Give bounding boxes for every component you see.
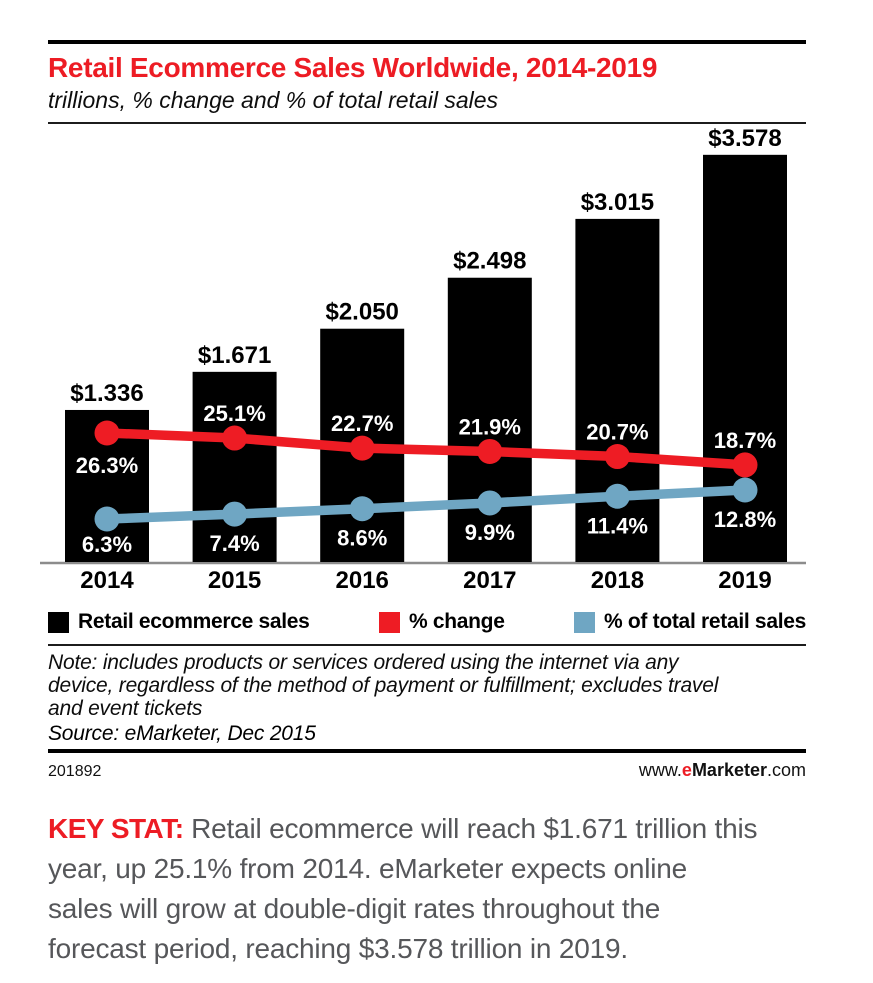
url-www: www. [638,760,682,780]
point-2018 [604,444,630,470]
header-rule [48,122,806,124]
point-label-2018: 20.7% [586,420,648,445]
bar-value-label-2019: $3.578 [708,125,781,152]
line-percent-change [102,428,750,470]
point-label-2017: 21.9% [459,414,521,439]
chart-id: 201892 [48,763,102,780]
x-tick-2015: 2015 [208,567,261,594]
point-label-2015: 7.4% [210,531,260,556]
point-2019 [732,452,758,478]
x-tick-2016: 2016 [336,567,389,594]
note-rule [48,644,806,646]
top-rule [48,40,806,44]
x-tick-2014: 2014 [80,567,134,594]
point-2017 [477,438,503,464]
chart-svg: $1.336 $1.671 $2.050 $2.498 $3.015 $3.578 26.3… [40,125,806,594]
point-label-2015: 25.1% [203,401,265,426]
legend-label: % change [408,610,505,633]
point-2015 [222,425,248,451]
key-stat-paragraph: KEY STAT: Retail ecommerce will reach $1… [48,809,823,969]
point-label-2014: 6.3% [82,532,132,557]
point-label-2019: 12.8% [714,507,776,532]
point-label-2017: 9.9% [465,520,515,545]
chart-title: Retail Ecommerce Sales Worldwide, 2014-2… [48,52,658,83]
legend-swatch-blue [573,611,595,633]
chart-area: $1.336 $1.671 $2.050 $2.498 $3.015 $3.578 26.3… [40,124,810,608]
url-com: .com [766,760,806,780]
key-stat-label: KEY STAT: [48,813,184,844]
legend-item-ecommerce-sales: Retail ecommerce sales [48,610,310,634]
line-percent-of-total [102,485,750,524]
legend-label: % of total retail sales [603,610,806,633]
bar-value-label-2016: $2.050 [325,299,398,326]
bar-value-label-2014: $1.336 [70,380,143,407]
bar-value-label-2017: $2.498 [453,248,526,275]
bar-2018 [575,218,660,562]
point-2017 [477,490,503,516]
legend-item-percent-change: % change [378,610,505,634]
point-2019 [732,477,758,503]
point-2018 [604,483,630,509]
point-2014 [94,420,120,446]
legend-swatch-red [378,611,400,633]
chart-subtitle: trillions, % change and % of total retai… [48,87,499,113]
key-stat-text: Retail ecommerce will reach $1.671 trill… [48,813,758,964]
point-2016 [349,435,375,461]
x-tick-2017: 2017 [463,567,516,594]
footer-row: 201892 www.eMarketer.com [48,760,806,781]
point-2016 [349,496,375,522]
point-label-2016: 8.6% [337,526,387,551]
chart-legend: Retail ecommerce sales % change % of tot… [48,610,806,634]
bar-value-label-2018: $3.015 [581,189,654,216]
bar-2015 [192,371,277,562]
x-tick-2018: 2018 [591,567,644,594]
point-label-2014: 26.3% [76,453,138,478]
legend-label: Retail ecommerce sales [78,610,310,633]
legend-swatch-black [48,611,69,633]
point-label-2019: 18.7% [714,428,776,453]
url-marketer: Marketer [691,760,767,780]
point-2014 [94,506,120,532]
emarketer-url: www.eMarketer.com [639,760,806,781]
x-tick-2019: 2019 [718,567,771,594]
footer-rule [48,749,806,753]
chart-source: Source: eMarketer, Dec 2015 [48,722,316,745]
url-e: e [681,760,692,780]
chart-note: Note: includes products or services orde… [48,651,719,720]
point-label-2018: 11.4% [587,513,648,538]
point-2015 [222,501,248,527]
legend-item-percent-of-total: % of total retail sales [573,610,806,634]
bar-value-label-2015: $1.671 [198,342,271,369]
point-label-2016: 22.7% [331,411,393,436]
